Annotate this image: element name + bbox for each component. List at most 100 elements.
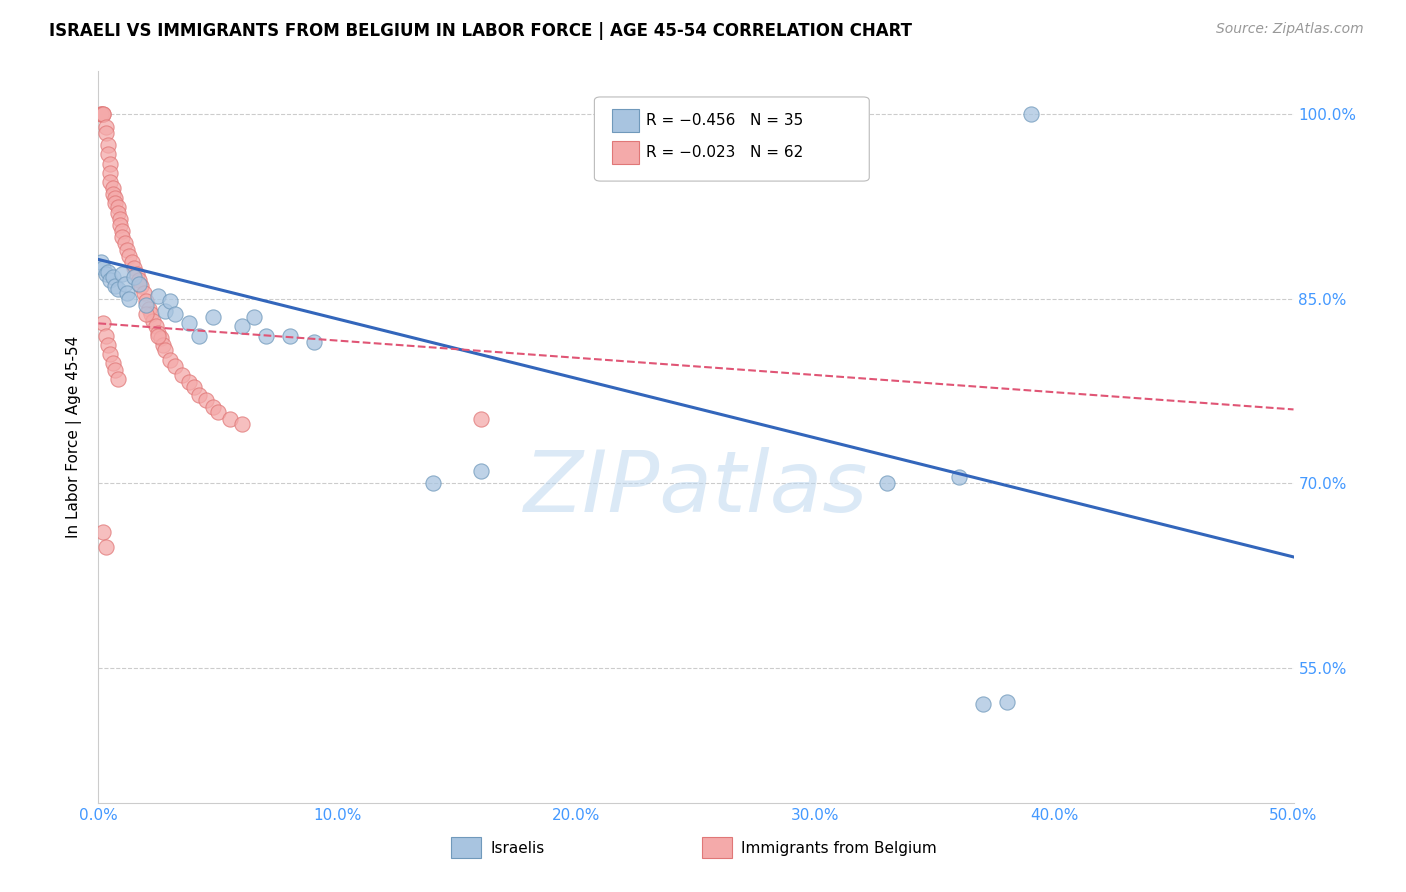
Point — [876, 476, 898, 491]
Point — [98, 347, 122, 361]
Point — [107, 200, 129, 214]
Point — [145, 318, 167, 333]
Point — [98, 166, 122, 180]
Point — [94, 267, 117, 281]
Text: Israelis: Israelis — [491, 840, 544, 855]
Point — [90, 107, 112, 121]
Point — [187, 387, 209, 401]
Point — [118, 249, 141, 263]
Point — [104, 191, 127, 205]
Point — [97, 146, 120, 161]
Point — [159, 353, 181, 368]
Text: Source: ZipAtlas.com: Source: ZipAtlas.com — [1216, 22, 1364, 37]
Point — [91, 107, 114, 121]
Text: R = −0.456   N = 35: R = −0.456 N = 35 — [645, 113, 803, 128]
Point — [98, 273, 122, 287]
Point — [179, 317, 201, 331]
Point — [124, 269, 146, 284]
Point — [111, 267, 134, 281]
Point — [107, 282, 129, 296]
Point — [115, 243, 138, 257]
Point — [115, 285, 138, 300]
Point — [187, 328, 209, 343]
Point — [148, 326, 170, 341]
Point — [104, 363, 127, 377]
Point — [91, 107, 114, 121]
Point — [138, 301, 160, 316]
Point — [97, 138, 120, 153]
Point — [114, 277, 136, 291]
Point — [142, 314, 165, 328]
Point — [1019, 107, 1042, 121]
Point — [111, 224, 134, 238]
Point — [97, 338, 120, 352]
Point — [121, 255, 143, 269]
Point — [155, 343, 177, 358]
Point — [135, 298, 157, 312]
Point — [202, 400, 225, 414]
Point — [114, 236, 136, 251]
FancyBboxPatch shape — [613, 109, 638, 132]
Text: ZIPatlas: ZIPatlas — [524, 447, 868, 530]
Point — [254, 328, 277, 343]
Point — [97, 265, 120, 279]
Point — [135, 306, 157, 320]
Point — [90, 107, 112, 121]
Point — [148, 328, 170, 343]
Point — [159, 294, 181, 309]
Point — [111, 230, 134, 244]
Point — [470, 464, 492, 478]
Point — [101, 181, 124, 195]
Point — [422, 476, 444, 491]
Y-axis label: In Labor Force | Age 45-54: In Labor Force | Age 45-54 — [66, 336, 83, 538]
Point — [98, 156, 122, 170]
Point — [107, 205, 129, 219]
Point — [243, 310, 266, 325]
Point — [128, 273, 150, 287]
Point — [470, 412, 492, 426]
Point — [302, 334, 325, 349]
Point — [231, 417, 253, 432]
Point — [91, 525, 114, 540]
Point — [948, 470, 970, 484]
Point — [108, 211, 131, 226]
Point — [152, 338, 174, 352]
Point — [125, 267, 148, 281]
Point — [179, 376, 201, 390]
FancyBboxPatch shape — [451, 838, 481, 858]
Point — [139, 306, 162, 320]
Point — [128, 277, 150, 291]
Point — [163, 306, 186, 320]
Point — [219, 412, 242, 426]
Text: R = −0.023   N = 62: R = −0.023 N = 62 — [645, 145, 803, 160]
Point — [104, 279, 127, 293]
Point — [108, 218, 131, 232]
Point — [135, 294, 157, 309]
Point — [132, 285, 155, 300]
Point — [148, 289, 170, 303]
Point — [104, 195, 127, 210]
Point — [91, 317, 114, 331]
Point — [278, 328, 301, 343]
Point — [118, 292, 141, 306]
Point — [98, 175, 122, 189]
Point — [149, 331, 172, 345]
Text: ISRAELI VS IMMIGRANTS FROM BELGIUM IN LABOR FORCE | AGE 45-54 CORRELATION CHART: ISRAELI VS IMMIGRANTS FROM BELGIUM IN LA… — [49, 22, 912, 40]
Point — [155, 304, 177, 318]
Point — [101, 269, 124, 284]
Point — [101, 187, 124, 202]
Point — [94, 540, 117, 554]
FancyBboxPatch shape — [613, 141, 638, 164]
Point — [101, 356, 124, 370]
Point — [195, 392, 218, 407]
Point — [94, 126, 117, 140]
Point — [995, 695, 1018, 709]
FancyBboxPatch shape — [702, 838, 733, 858]
FancyBboxPatch shape — [595, 97, 869, 181]
Point — [107, 372, 129, 386]
Point — [207, 405, 229, 419]
Point — [94, 120, 117, 134]
Point — [202, 310, 225, 325]
Point — [131, 279, 153, 293]
Point — [91, 261, 114, 276]
